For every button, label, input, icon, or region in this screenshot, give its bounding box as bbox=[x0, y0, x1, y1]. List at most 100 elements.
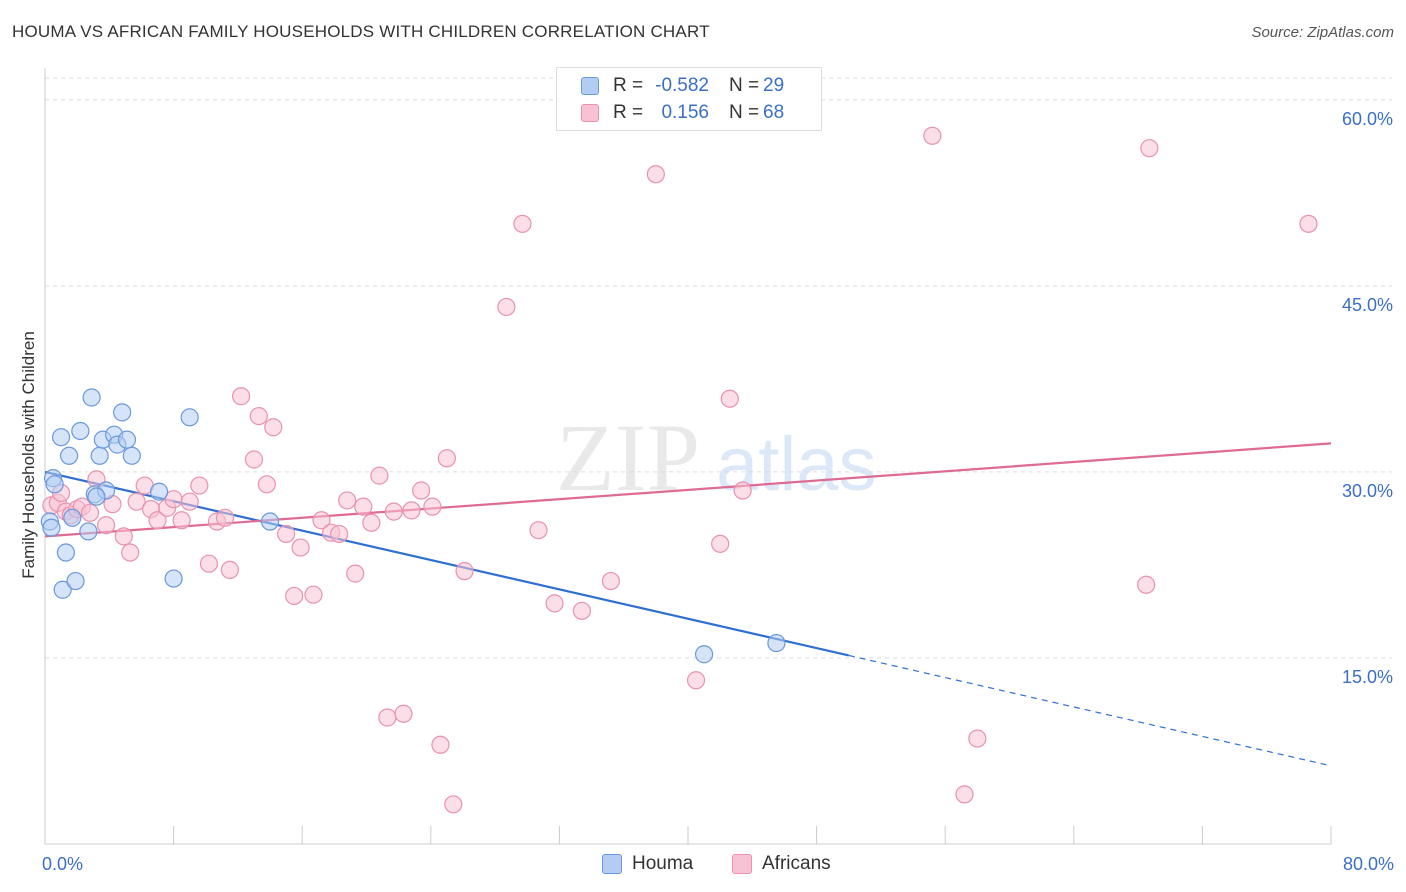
africans-point bbox=[455, 562, 474, 581]
africans-point bbox=[346, 564, 365, 583]
africans-point bbox=[362, 513, 381, 532]
africans-point bbox=[529, 521, 548, 540]
africans-point bbox=[923, 126, 942, 145]
houma-point bbox=[180, 408, 199, 427]
africans-point bbox=[711, 534, 730, 553]
y-tick-label: 60.0% bbox=[1342, 109, 1393, 129]
tick-labels: 15.0% 30.0% 45.0% 60.0% 0.0% 80.0% bbox=[42, 109, 1394, 874]
africans-point bbox=[394, 704, 413, 723]
houma-trend-extension bbox=[848, 654, 1332, 767]
africans-point bbox=[312, 511, 331, 530]
africans-point bbox=[257, 475, 276, 494]
houma-point bbox=[150, 482, 169, 501]
africans-point bbox=[431, 735, 450, 754]
africans-point bbox=[1140, 139, 1159, 158]
africans-point bbox=[215, 508, 235, 527]
houma-point bbox=[53, 580, 72, 599]
africans-point bbox=[199, 554, 219, 573]
houma-point bbox=[694, 645, 714, 664]
axes bbox=[44, 68, 1332, 845]
africans-point bbox=[304, 585, 323, 604]
legend-row-houma: R = -0.582 N = 29 bbox=[581, 74, 784, 98]
houma-legend-label: Houma bbox=[632, 853, 694, 874]
africans-point bbox=[330, 524, 349, 544]
africans-point bbox=[686, 671, 706, 690]
grid-lines bbox=[45, 77, 1392, 659]
africans-point bbox=[545, 594, 564, 613]
bottom-legend-africans: Africans bbox=[732, 852, 831, 876]
houma-point bbox=[42, 518, 61, 537]
houma-point bbox=[66, 571, 85, 591]
x-tick-label: 80.0% bbox=[1343, 854, 1394, 874]
houma-point bbox=[82, 388, 101, 407]
africans-point bbox=[968, 729, 987, 748]
africans-point bbox=[402, 501, 421, 520]
africans-point bbox=[378, 708, 397, 727]
africans-point bbox=[370, 466, 389, 485]
africans-point bbox=[423, 497, 442, 516]
legend-r-label: R = bbox=[613, 102, 644, 123]
africans-point bbox=[277, 524, 296, 544]
houma-point bbox=[260, 512, 280, 531]
africans-point bbox=[338, 491, 357, 510]
africans-point bbox=[114, 527, 133, 546]
houma-point bbox=[767, 633, 786, 653]
africans-point bbox=[444, 795, 463, 814]
legend-r-label: R = bbox=[613, 75, 644, 96]
data-points bbox=[40, 126, 1318, 814]
legend-n-label: N = bbox=[729, 75, 760, 96]
houma-point bbox=[87, 487, 106, 506]
legend-r-value: -0.582 bbox=[655, 75, 709, 96]
source-label: Source: ZipAtlas.com bbox=[1251, 24, 1394, 41]
africans-point bbox=[291, 538, 310, 557]
africans-point bbox=[80, 503, 100, 522]
africans-point bbox=[180, 492, 199, 511]
africans-point bbox=[172, 511, 191, 530]
legend-r-value: 0.156 bbox=[661, 102, 709, 123]
y-tick-label: 15.0% bbox=[1342, 667, 1393, 687]
houma-swatch bbox=[581, 77, 599, 95]
africans-point bbox=[148, 511, 167, 530]
bottom-legend-houma: Houma bbox=[602, 852, 693, 876]
africans-point bbox=[513, 214, 532, 233]
africans-point bbox=[955, 785, 974, 804]
africans-point bbox=[412, 481, 431, 500]
houma-point bbox=[71, 421, 90, 441]
africans-point bbox=[285, 586, 304, 606]
legend-row-africans: R = 0.156 N = 68 bbox=[581, 101, 784, 125]
y-tick-label: 45.0% bbox=[1342, 295, 1393, 315]
africans-legend-label: Africans bbox=[762, 853, 831, 874]
africans-point bbox=[437, 449, 456, 468]
houma-point bbox=[51, 428, 71, 447]
africans-swatch bbox=[581, 104, 599, 122]
africans-point bbox=[249, 406, 268, 426]
africans-point bbox=[264, 418, 283, 437]
houma-point bbox=[164, 569, 183, 588]
africans-point bbox=[733, 481, 752, 500]
houma-point bbox=[45, 475, 64, 494]
africans-point bbox=[232, 387, 251, 406]
legend-n-label: N = bbox=[729, 102, 760, 123]
houma-point bbox=[60, 446, 79, 465]
africans-point bbox=[190, 476, 209, 495]
houma-legend-swatch bbox=[602, 854, 622, 874]
africans-point bbox=[220, 560, 239, 579]
houma-point bbox=[63, 508, 82, 527]
africans-point bbox=[384, 502, 403, 521]
africans-point bbox=[1137, 575, 1156, 594]
africans-point bbox=[720, 389, 739, 408]
africans-point bbox=[244, 450, 264, 469]
africans-point bbox=[572, 601, 592, 620]
houma-point bbox=[122, 446, 141, 465]
houma-point bbox=[117, 430, 137, 449]
legend-n-value: 29 bbox=[763, 75, 785, 96]
africans-point bbox=[1299, 214, 1318, 233]
legend-n-value: 68 bbox=[763, 102, 785, 123]
houma-point bbox=[90, 446, 109, 465]
houma-point bbox=[79, 522, 98, 541]
legend: R = -0.582 N = 29 R = 0.156 N = 68 bbox=[556, 67, 822, 131]
africans-point bbox=[601, 571, 620, 591]
africans-point bbox=[121, 543, 140, 562]
africans-point bbox=[96, 516, 116, 535]
